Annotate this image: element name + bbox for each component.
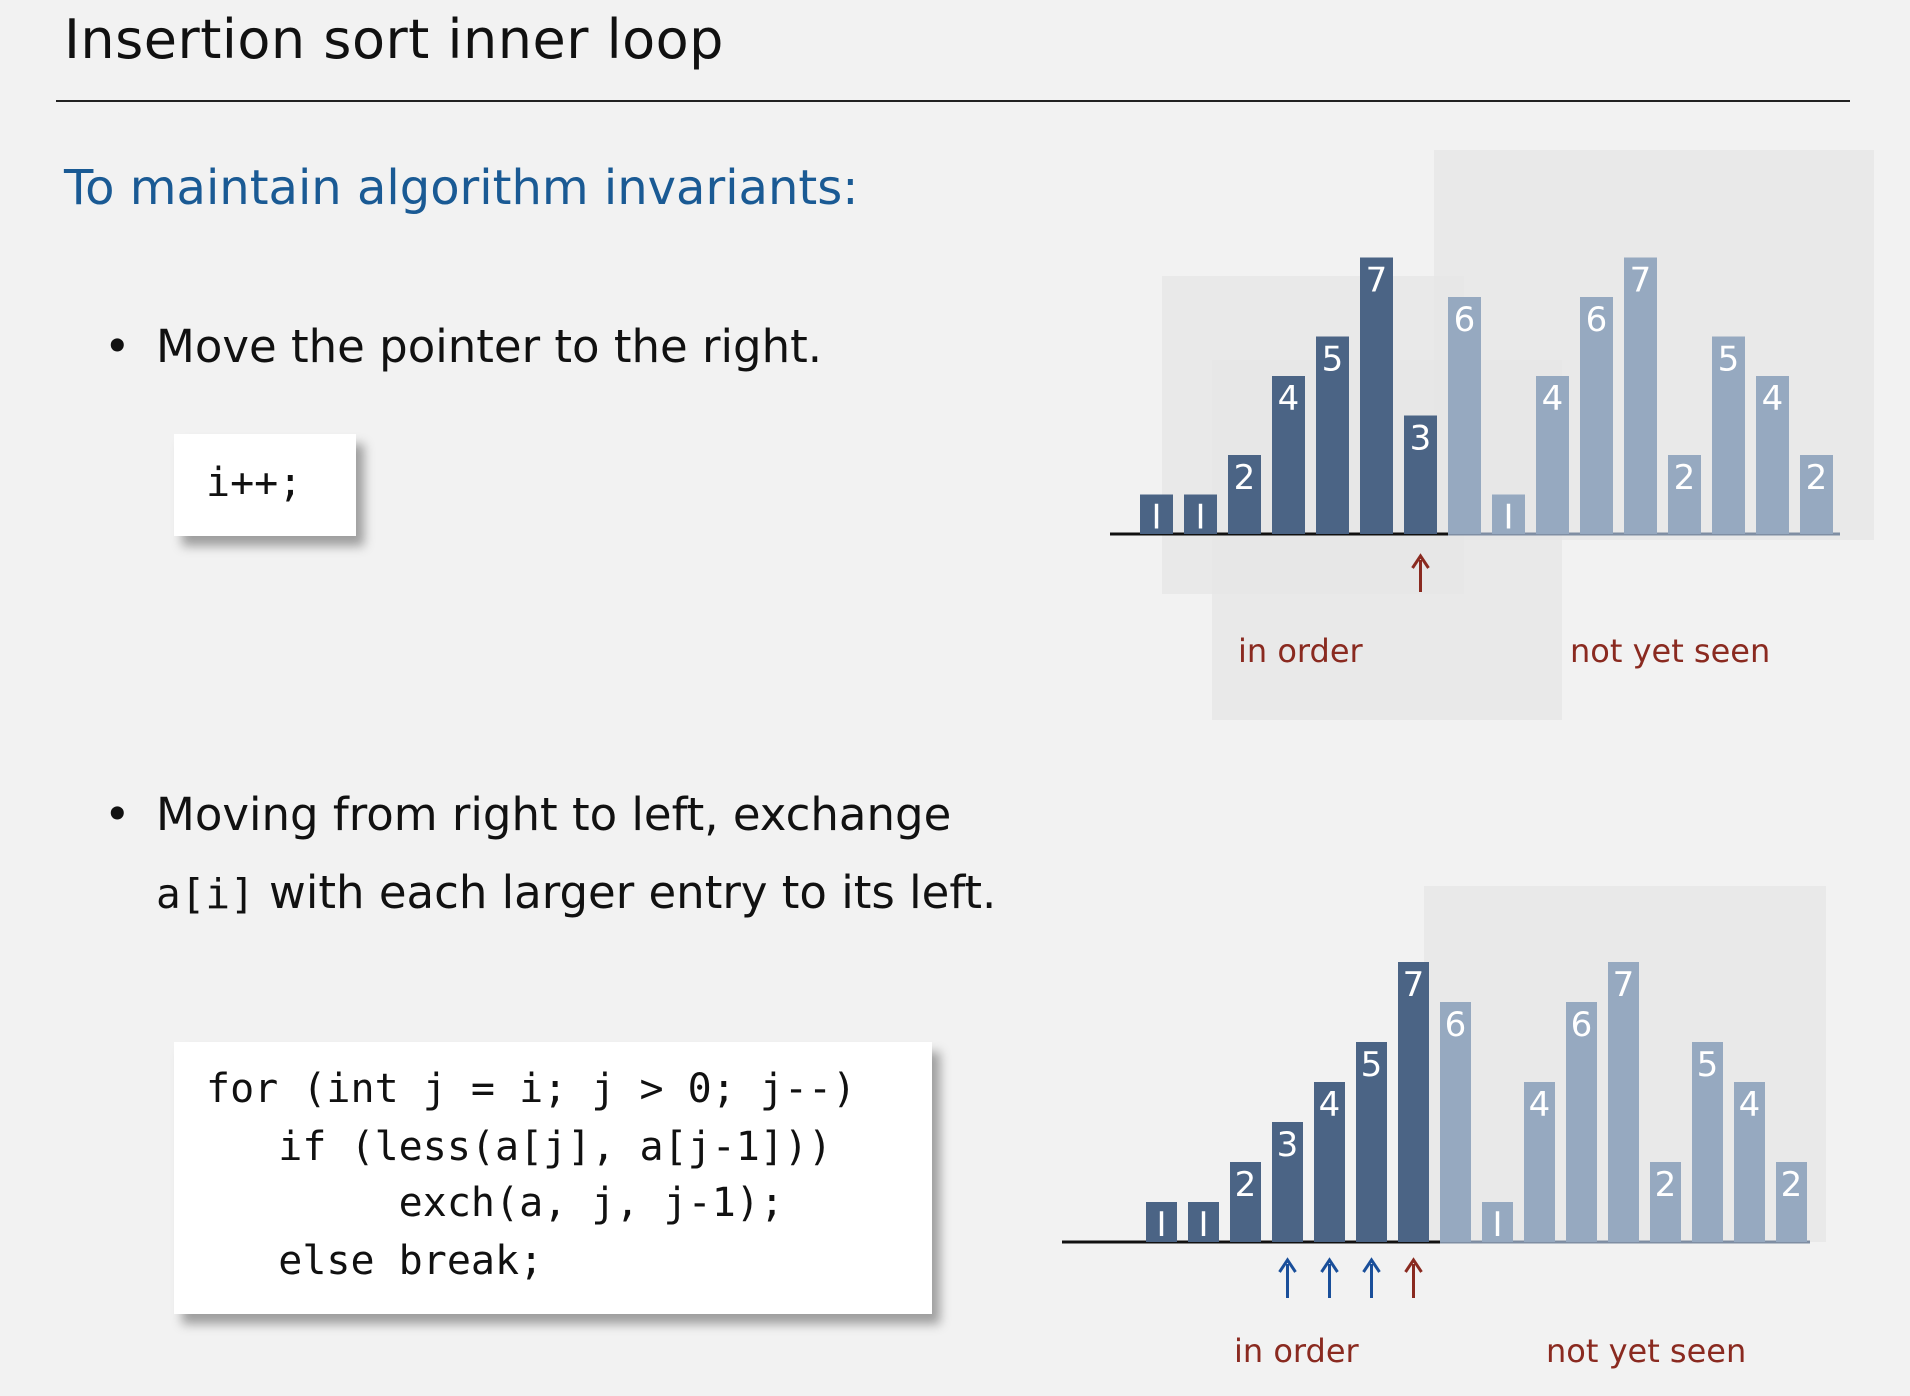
bar-value-label: 6 bbox=[1586, 300, 1608, 340]
bar-value-label: 5 bbox=[1697, 1045, 1719, 1085]
pointer-arrow bbox=[1404, 1257, 1423, 1298]
bar-value-label: 4 bbox=[1542, 379, 1564, 419]
array-bar bbox=[1448, 297, 1481, 534]
bar-value-label: 7 bbox=[1613, 965, 1635, 1005]
array-bar bbox=[1440, 1002, 1471, 1242]
pointer-arrow bbox=[1362, 1257, 1381, 1298]
array-bar bbox=[1608, 962, 1639, 1242]
inline-code: a[i] bbox=[156, 870, 255, 918]
array-bar bbox=[1734, 1082, 1765, 1242]
pointer-arrow bbox=[1278, 1257, 1297, 1298]
bar-value-label: 5 bbox=[1322, 340, 1344, 380]
bar-value-label: 2 bbox=[1235, 1165, 1257, 1205]
bar-value-label: I bbox=[1195, 498, 1205, 538]
array-bar bbox=[1650, 1162, 1681, 1242]
bar-value-label: I bbox=[1156, 1205, 1166, 1245]
array-bar bbox=[1524, 1082, 1555, 1242]
bar-value-label: 7 bbox=[1403, 965, 1425, 1005]
bar-value-label: 4 bbox=[1319, 1085, 1341, 1125]
array-bar bbox=[1188, 1202, 1219, 1242]
bar-value-label: 6 bbox=[1571, 1005, 1593, 1045]
bar-value-label: 4 bbox=[1762, 379, 1784, 419]
array-bar bbox=[1580, 297, 1613, 534]
bullet-2-line1: Moving from right to left, exchange bbox=[156, 788, 952, 841]
bar-value-label: 4 bbox=[1739, 1085, 1761, 1125]
array-bar bbox=[1800, 455, 1833, 534]
slide-title: Insertion sort inner loop bbox=[64, 8, 724, 71]
array-bar bbox=[1536, 376, 1569, 534]
subtitle: To maintain algorithm invariants: bbox=[64, 160, 859, 216]
in-order-label: in order bbox=[1238, 632, 1364, 670]
array-bar bbox=[1492, 494, 1525, 534]
bar-value-label: 2 bbox=[1674, 458, 1696, 498]
array-bar bbox=[1756, 376, 1789, 534]
pointer-arrow bbox=[1411, 553, 1430, 592]
array-bar bbox=[1776, 1162, 1807, 1242]
bar-value-label: 4 bbox=[1529, 1085, 1551, 1125]
code-line: i++; bbox=[206, 460, 303, 506]
array-bar bbox=[1140, 494, 1173, 534]
array-bar bbox=[1398, 962, 1429, 1242]
code-line: exch(a, j, j-1); bbox=[206, 1180, 784, 1226]
bar-value-label: 5 bbox=[1361, 1045, 1383, 1085]
array-bar bbox=[1316, 336, 1349, 534]
code-line: else break; bbox=[206, 1238, 544, 1284]
bar-value-label: 2 bbox=[1234, 458, 1256, 498]
bullet-dot: • bbox=[104, 788, 131, 841]
code-line: for (int j = i; j > 0; j--) bbox=[206, 1066, 857, 1112]
in-order-label: in order bbox=[1234, 1332, 1360, 1370]
array-bar bbox=[1230, 1162, 1261, 1242]
bar-value-label: 7 bbox=[1630, 261, 1652, 301]
array-bar bbox=[1692, 1042, 1723, 1242]
bar-value-label: 2 bbox=[1806, 458, 1828, 498]
bullet-1-text: Move the pointer to the right. bbox=[156, 320, 823, 373]
array-bar bbox=[1668, 455, 1701, 534]
bar-value-label: 3 bbox=[1410, 419, 1432, 459]
bar-value-label: 3 bbox=[1277, 1125, 1299, 1165]
code-line: if (less(a[j], a[j-1])) bbox=[206, 1124, 833, 1170]
bar-value-label: 4 bbox=[1278, 379, 1300, 419]
bullet-2-line2: a[i] with each larger entry to its left. bbox=[156, 866, 996, 919]
bar-value-label: 2 bbox=[1655, 1165, 1677, 1205]
bar-value-label: I bbox=[1198, 1205, 1208, 1245]
bullet-2-line2-text: with each larger entry to its left. bbox=[254, 866, 997, 919]
array-bar bbox=[1360, 257, 1393, 534]
bullet-dot: • bbox=[104, 320, 131, 373]
array-bar bbox=[1404, 415, 1437, 534]
array-bar bbox=[1228, 455, 1261, 534]
bar-value-label: I bbox=[1492, 1205, 1502, 1245]
code-box-inner-loop: for (int j = i; j > 0; j--) if (less(a[j… bbox=[174, 1042, 932, 1314]
array-bar bbox=[1566, 1002, 1597, 1242]
bar-value-label: 5 bbox=[1718, 340, 1740, 380]
bar-value-label: 2 bbox=[1781, 1165, 1803, 1205]
array-bar bbox=[1356, 1042, 1387, 1242]
bar-value-label: 6 bbox=[1445, 1005, 1467, 1045]
bar-value-label: I bbox=[1151, 498, 1161, 538]
title-divider bbox=[56, 100, 1850, 102]
array-bar bbox=[1482, 1202, 1513, 1242]
bar-value-label: 6 bbox=[1454, 300, 1476, 340]
array-bar bbox=[1184, 494, 1217, 534]
bar-value-label: I bbox=[1503, 498, 1513, 538]
array-bar bbox=[1712, 336, 1745, 534]
array-bar bbox=[1272, 376, 1305, 534]
pointer-arrow bbox=[1320, 1257, 1339, 1298]
bar-value-label: 7 bbox=[1366, 261, 1388, 301]
array-bar bbox=[1146, 1202, 1177, 1242]
array-bar bbox=[1272, 1122, 1303, 1242]
array-bar bbox=[1624, 257, 1657, 534]
not-yet-seen-label: not yet seen bbox=[1570, 632, 1770, 670]
array-bar bbox=[1314, 1082, 1345, 1242]
not-yet-seen-label: not yet seen bbox=[1546, 1332, 1746, 1370]
code-box-increment: i++; bbox=[174, 434, 356, 536]
